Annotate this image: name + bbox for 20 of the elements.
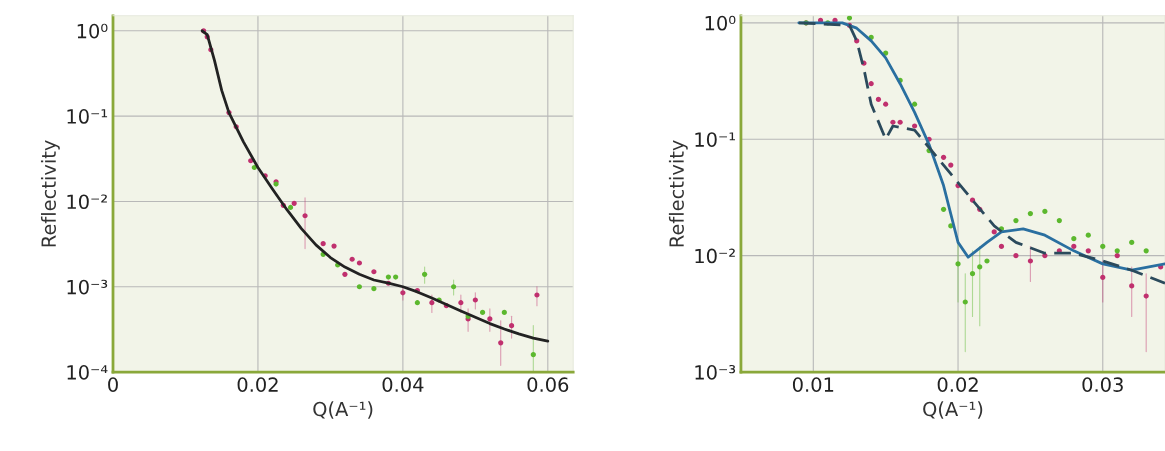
x-tick-label: 0 [108,377,118,392]
x-tick-label: 0.06 [527,377,569,392]
x-tick-label: 0.02 [237,377,278,392]
x-tick-label: 0.04 [382,377,424,392]
y-axis-title: Reflectivity [40,140,60,247]
x-axis-title: Q(A⁻¹) [313,401,373,419]
x-tick-label: 0.02 [937,377,978,392]
y-tick-label: 10⁻³ [695,365,736,380]
y-tick-label: 10⁻² [695,248,735,264]
y-tick-label: 10⁻³ [67,279,108,295]
x-axis-title: Q(A⁻¹) [923,401,983,419]
y-tick-label: 10⁻⁴ [67,365,108,380]
y-tick-label: 10⁻¹ [67,109,108,124]
x-tick-label: 0.01 [792,377,834,392]
y-tick-label: 10⁰ [77,23,108,39]
x-tick-label: 0.03 [1082,377,1123,392]
y-axis-title: Reflectivity [668,140,688,247]
y-tick-label: 10⁰ [705,15,736,31]
y-tick-label: 10⁻¹ [695,132,736,147]
y-tick-label: 10⁻² [67,194,107,210]
